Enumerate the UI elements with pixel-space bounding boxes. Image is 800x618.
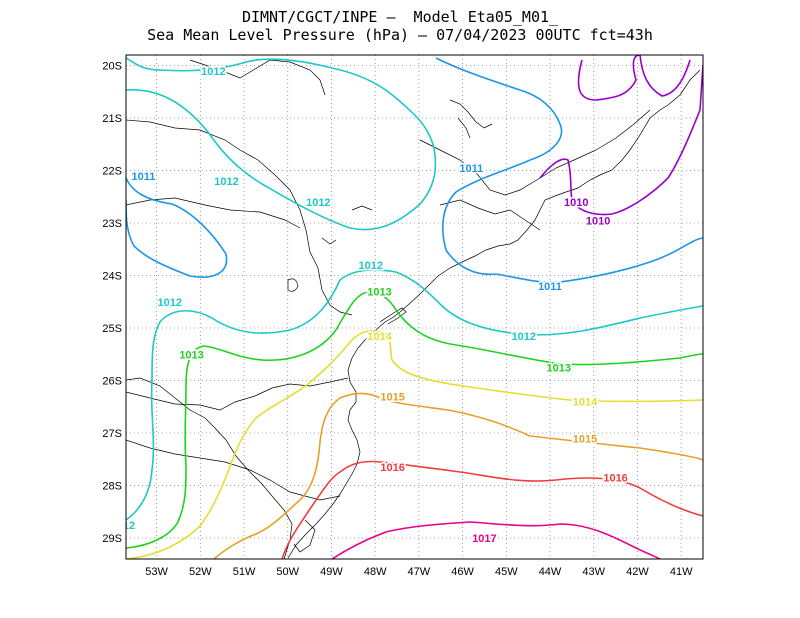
lon-tick-label: 51W — [233, 566, 256, 578]
lat-tick-label: 24S — [102, 271, 122, 283]
contour-label-1016: 1016 — [380, 462, 404, 474]
isobar-1016 — [281, 460, 703, 559]
lat-tick-label: 27S — [102, 428, 122, 440]
contour-label-1016: 1016 — [603, 473, 627, 485]
contour-label-1014: 1014 — [573, 397, 598, 409]
contour-label-1012: 1012 — [306, 197, 330, 209]
contour-label-1010: 1010 — [564, 197, 588, 209]
lat-tick-label: 22S — [102, 166, 122, 178]
contour-label-1014: 1014 — [367, 331, 392, 343]
longitude-ticks: 53W 52W 51W 50W 49W 48W 47W 46W 45W 44W 43W 42W 41W — [145, 566, 693, 578]
lon-tick-label: 53W — [145, 566, 168, 578]
contour-label-1012: 1012 — [512, 331, 536, 343]
contour-label-1013: 1013 — [547, 362, 571, 374]
lon-tick-label: 47W — [408, 566, 431, 578]
isobar-1010-a — [539, 64, 703, 216]
contour-label-1012: 1012 — [157, 297, 181, 309]
isobar-1017 — [331, 521, 661, 559]
contour-label-1012: 1012 — [214, 176, 238, 188]
lon-tick-label: 45W — [495, 566, 518, 578]
reservoir — [287, 278, 299, 292]
lon-tick-label: 49W — [320, 566, 343, 578]
lon-tick-label: 41W — [670, 566, 693, 578]
lat-tick-label: 29S — [102, 533, 122, 545]
lon-tick-label: 42W — [626, 566, 649, 578]
lon-tick-label: 52W — [189, 566, 212, 578]
state-border-7 — [126, 439, 341, 501]
contour-label-1015: 1015 — [380, 391, 404, 403]
contour-label-1011: 1011 — [132, 171, 156, 183]
isobar-1012-a — [126, 57, 437, 231]
map-title-line1: DIMNT/CGCT/INPE – Model Eta05_M01_ — [241, 8, 559, 26]
lon-tick-label: 48W — [364, 566, 387, 578]
lake-cluster — [449, 99, 493, 139]
lon-tick-label: 50W — [276, 566, 299, 578]
contour-label-1012: 012 — [117, 520, 135, 532]
contour-label-1012: 1012 — [201, 66, 225, 78]
river-segment — [321, 205, 373, 245]
lon-tick-label: 43W — [582, 566, 605, 578]
contour-label-1011: 1011 — [459, 163, 483, 175]
grid-lines — [126, 55, 703, 559]
map-title-line2: Sea Mean Level Pressure (hPa) – 07/04/20… — [147, 26, 653, 44]
lon-tick-label: 44W — [539, 566, 562, 578]
lat-tick-label: 21S — [102, 113, 122, 125]
isobars — [126, 55, 703, 559]
isobar-1015 — [213, 392, 703, 559]
contour-labels: 1010 1010 1011 1011 1011 1012 1012 1012 1012 1012… — [117, 64, 629, 546]
contour-label-1013: 1013 — [179, 349, 203, 361]
isobar-1010-b — [577, 55, 691, 101]
lat-tick-label: 20S — [102, 61, 122, 73]
country-border — [126, 377, 293, 559]
lat-tick-label: 25S — [102, 323, 122, 335]
isobar-1012-b — [126, 269, 703, 521]
bay-inlet — [379, 307, 407, 325]
state-border-4 — [419, 109, 651, 196]
lagoon — [293, 519, 316, 553]
state-border-1 — [126, 119, 353, 316]
coastline — [287, 69, 701, 559]
isobar-1013 — [126, 291, 703, 549]
isobar-1014 — [126, 330, 703, 559]
lat-tick-label: 26S — [102, 376, 122, 388]
contour-label-1015: 1015 — [573, 433, 597, 445]
lat-tick-label: 28S — [102, 481, 122, 493]
lat-tick-label: 23S — [102, 218, 122, 230]
contour-label-1012: 1012 — [359, 260, 383, 272]
contour-label-1017: 1017 — [472, 533, 496, 545]
contour-label-1010: 1010 — [586, 215, 610, 227]
state-border-6 — [126, 377, 349, 411]
contour-label-1011: 1011 — [538, 281, 562, 293]
plot-frame — [125, 54, 704, 560]
state-border-5 — [439, 199, 541, 231]
isobar-1011-b — [435, 57, 703, 284]
latitude-ticks: 20S 21S 22S 23S 24S 25S 26S 27S 28S 29S — [102, 61, 122, 546]
isobar-1011-a — [126, 177, 228, 278]
lon-tick-label: 46W — [451, 566, 474, 578]
contour-label-1013: 1013 — [367, 286, 391, 298]
